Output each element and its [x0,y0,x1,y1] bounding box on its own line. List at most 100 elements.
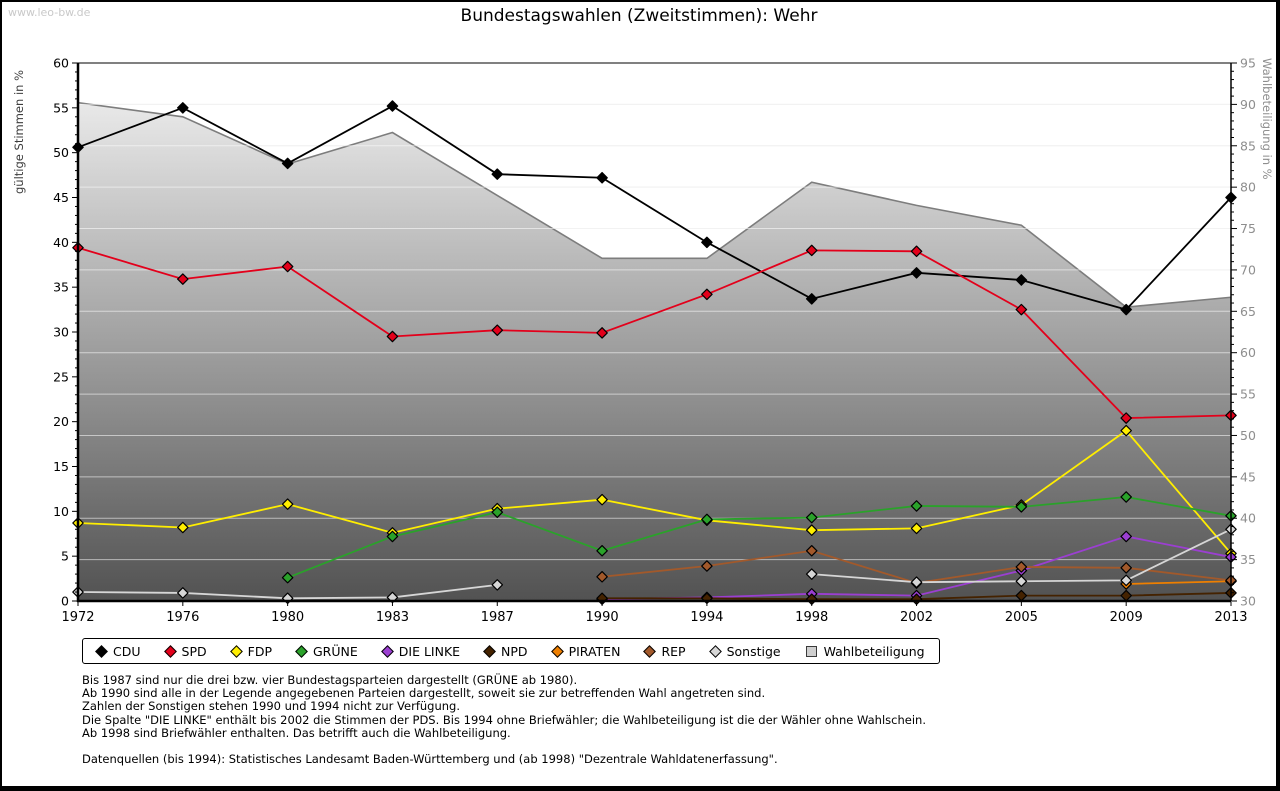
right-tick-label: 50 [1240,428,1256,443]
left-tick-label: 10 [53,504,69,519]
turnout-line [77,101,1232,308]
legend-item-npd: NPD [483,643,528,659]
data-point-FDP-1990 [596,493,608,506]
data-point-Sonstige-2002 [910,576,923,588]
right-tick-label: 65 [1240,304,1256,319]
data-point-GRÜNE-2005 [1015,501,1028,513]
data-point-Sonstige-1987 [491,579,504,591]
data-point-Sonstige-2009 [1120,574,1132,587]
left-tick-label: 25 [53,369,69,384]
data-point-CDU-1990 [596,171,608,184]
legend-item-spd: SPD [163,643,207,659]
data-point-CDU-1976 [177,102,189,114]
chart-legend: CDU SPD FDP GRÜNE DIE LINKE NPD PIRATEN REP Sons… [82,638,940,664]
data-point-GRÜNE-1994 [701,513,713,526]
data-point-REP-1990 [596,570,608,583]
legend-label: REP [661,643,686,659]
data-point-GRÜNE-2002 [910,500,923,512]
data-point-CDU-2002 [910,267,923,279]
right-tick-label: 30 [1240,594,1256,609]
legend-marker-diamond [550,644,564,658]
data-point-FDP-2009 [1120,424,1132,437]
data-point-CDU-1980 [281,157,294,170]
legend-label: Wahlbeteiligung [823,643,925,659]
right-tick-label: 60 [1240,345,1256,360]
footnote-line: Ab 1998 sind Briefwähler enthalten. Das … [82,725,511,740]
footnote-line: Die Spalte "DIE LINKE" enthält bis 2002 … [82,712,926,727]
data-point-FDP-1998 [805,524,818,536]
data-point-CDU-1987 [491,168,504,180]
legend-item-piraten: PIRATEN [550,643,621,659]
right-tick-label: 75 [1240,221,1256,236]
left-tick-label: 15 [53,459,69,474]
data-point-FDP-1980 [281,498,294,510]
legend-marker-diamond [229,644,243,658]
data-point-CDU-1983 [386,100,399,112]
legend-label: CDU [113,643,141,659]
data-point-SPD-1976 [177,273,189,285]
right-tick-label: 35 [1240,552,1256,567]
year-label: 1980 [271,610,304,625]
data-point-SPD-2005 [1015,303,1028,316]
footnote-line: Zahlen der Sonstigen stehen 1990 und 199… [82,699,461,714]
chart-title: Bundestagswahlen (Zweitstimmen): Wehr [460,6,818,26]
series-CDU [72,100,1237,316]
data-point-DIE LINKE-2009 [1120,530,1132,543]
data-point-Sonstige-1998 [805,568,818,580]
data-point-CDU-1994 [701,236,713,249]
data-point-SPD-1990 [596,327,608,339]
left-tick-label: 45 [53,190,69,205]
legend-marker-diamond [95,644,108,658]
legend-item-die-linke: DIE LINKE [380,644,460,659]
legend-marker-diamond [295,644,308,658]
data-point-SPD-1983 [386,330,399,343]
data-point-SPD-1998 [805,244,818,257]
year-label: 2002 [900,610,933,625]
data-point-FDP-2002 [910,522,923,535]
left-tick-label: 5 [61,549,69,564]
data-point-FDP-1976 [177,521,189,534]
year-label: 2013 [1214,610,1247,625]
election-line-chart: 0 5 10 15 20 25 30 35 40 45 50 55 60 30 35 40 45 50 55 60 65… [53,56,1256,626]
data-point-SPD-1987 [491,324,504,337]
legend-label: NPD [501,643,528,659]
data-point-Sonstige-1976 [177,587,189,599]
data-point-CDU-1998 [805,293,818,305]
chart-footnotes: Bis 1987 sind nur die drei bzw. vier Bun… [82,673,926,767]
legend-item-fdp: FDP [229,644,272,659]
legend-item-rep: REP [643,643,686,659]
series-SPD [72,241,1237,424]
year-label: 1994 [690,610,723,625]
year-label: 1990 [586,610,619,625]
legend-label: SPD [181,643,207,659]
left-tick-label: 0 [61,594,69,609]
legend-label: GRÜNE [312,643,358,659]
data-point-GRÜNE-1983 [386,530,399,543]
left-tick-label: 35 [53,280,69,295]
right-tick-label: 80 [1240,180,1256,195]
legend-item-sonstige: Sonstige [708,644,781,659]
legend-item-wahlbeteiligung: Wahlbeteiligung [805,643,925,659]
year-label: 1972 [61,610,94,625]
legend-marker-diamond [163,644,177,658]
left-tick-label: 55 [53,100,69,115]
year-label: 2005 [1005,610,1038,625]
left-tick-label: 20 [53,414,69,429]
year-label: 2009 [1110,610,1143,625]
footnote-line: Bis 1987 sind nur die drei bzw. vier Bun… [82,673,578,687]
left-tick-label: 50 [53,145,69,160]
data-point-GRÜNE-2009 [1120,491,1132,503]
legend-marker-diamond [483,644,496,658]
right-tick-label: 45 [1240,469,1256,484]
left-tick-label: 60 [53,56,69,71]
left-tick-label: 40 [53,235,69,250]
data-point-CDU-2005 [1015,274,1028,286]
left-tick-label: 30 [53,325,69,340]
legend-label: PIRATEN [568,643,621,659]
data-point-REP-2005 [1015,561,1028,573]
footnote-source: Datenquellen (bis 1994): Statistisches L… [82,752,778,767]
data-point-GRÜNE-1980 [281,571,294,584]
data-point-GRÜNE-1990 [596,544,608,557]
right-tick-label: 55 [1240,387,1256,402]
